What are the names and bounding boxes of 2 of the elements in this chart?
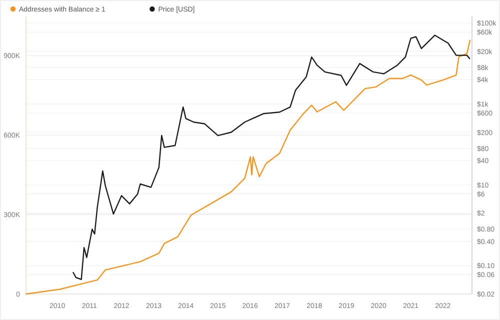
line-series — [72, 34, 470, 280]
line-series — [25, 40, 471, 295]
